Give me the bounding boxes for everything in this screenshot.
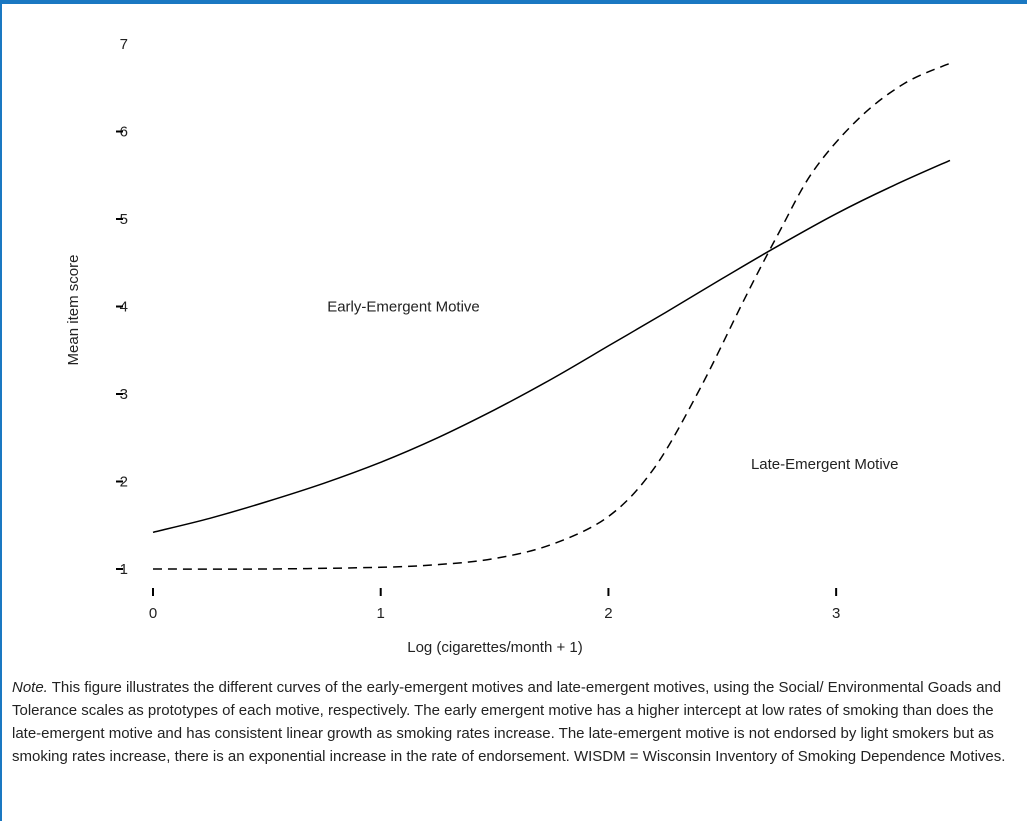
x-tick-label: 2	[604, 605, 612, 622]
note-lead: Note.	[12, 679, 48, 696]
y-tick-label: 4	[120, 299, 128, 316]
x-tick-label: 0	[149, 605, 157, 622]
line-chart: 1 2 3 4 5 6 7 0 1 2 3 Early-Emergent Motive Late-E…	[65, 36, 951, 656]
y-axis: 1 2 3 4 5 6 7	[116, 36, 128, 578]
y-tick-label: 1	[120, 561, 128, 578]
annotation-layer: Early-Emergent Motive Late-Emergent Motiv…	[327, 299, 898, 474]
note-text: This figure illustrates the different cu…	[12, 679, 1006, 765]
x-tick-label: 3	[832, 605, 840, 622]
y-tick-label: 6	[120, 124, 128, 141]
figure-note: Note. This figure illustrates the differ…	[12, 676, 1012, 768]
late-emergent-label: Late-Emergent Motive	[751, 456, 899, 473]
x-axis-label: Log (cigarettes/month + 1)	[407, 639, 583, 656]
x-axis: 0 1 2 3	[149, 588, 840, 622]
y-tick-label: 7	[120, 36, 128, 53]
series-late-emergent-line	[152, 62, 951, 570]
y-tick-label: 5	[120, 211, 128, 228]
x-tick-label: 1	[377, 605, 385, 622]
y-axis-label: Mean item score	[65, 255, 82, 366]
series-early-emergent-line	[152, 159, 951, 534]
y-tick-label: 2	[120, 474, 128, 491]
y-tick-label: 3	[120, 386, 128, 403]
early-emergent-label: Early-Emergent Motive	[327, 299, 480, 316]
series-layer	[152, 62, 951, 570]
